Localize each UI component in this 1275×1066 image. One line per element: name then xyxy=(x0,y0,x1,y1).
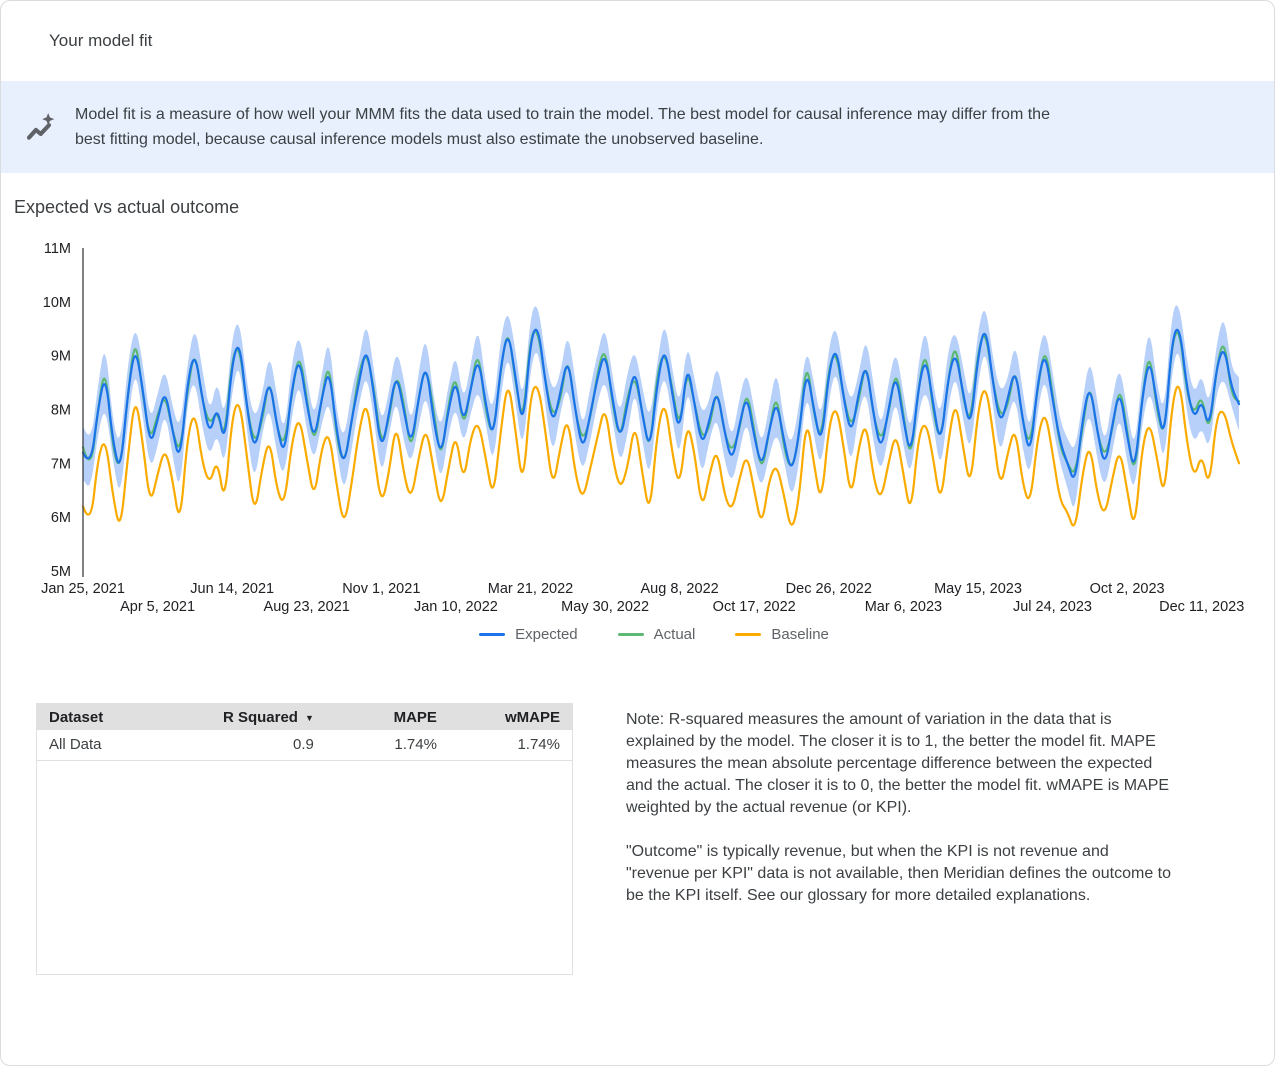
legend-item-expected: Expected xyxy=(479,626,578,643)
svg-text:Nov 1, 2021: Nov 1, 2021 xyxy=(342,581,420,597)
banner-text: Model fit is a measure of how well your … xyxy=(75,102,1050,152)
svg-text:5M: 5M xyxy=(51,564,71,580)
card-header: Your model fit xyxy=(1,1,1274,81)
insights-icon xyxy=(25,111,57,143)
chart-section: Expected vs actual outcome 11M 10M 9M 8M 7M 6… xyxy=(1,197,1274,643)
banner-line-2: best fitting model, because causal infer… xyxy=(75,131,764,148)
legend-label-expected: Expected xyxy=(515,626,578,643)
svg-text:Jan 25, 2021: Jan 25, 2021 xyxy=(41,581,125,597)
expected-line-swatch-icon xyxy=(479,632,506,637)
svg-text:Mar 21, 2022: Mar 21, 2022 xyxy=(488,581,573,597)
cell-mape: 1.74% xyxy=(325,730,449,761)
svg-text:8M: 8M xyxy=(51,403,71,419)
note-text: Note: R-squared measures the amount of v… xyxy=(626,703,1174,975)
column-header-r-squared[interactable]: R Squared ▼ xyxy=(186,704,326,730)
svg-text:Oct 17, 2022: Oct 17, 2022 xyxy=(713,599,796,615)
column-header-dataset[interactable]: Dataset xyxy=(37,704,187,730)
model-fit-chart: 11M 10M 9M 8M 7M 6M 5M Jan 25, 2021 Apr 5, 2021 J… xyxy=(14,238,1274,622)
cell-dataset: All Data xyxy=(37,730,187,761)
table-row: All Data 0.9 1.74% 1.74% xyxy=(37,730,572,761)
actual-line-swatch-icon xyxy=(617,632,644,637)
banner-line-1: Model fit is a measure of how well your … xyxy=(75,106,1050,123)
svg-text:May 30, 2022: May 30, 2022 xyxy=(561,599,649,615)
legend-label-actual: Actual xyxy=(653,626,696,643)
svg-text:May 15, 2023: May 15, 2023 xyxy=(934,581,1022,597)
baseline-line-swatch-icon xyxy=(735,632,762,637)
svg-text:Apr 5, 2021: Apr 5, 2021 xyxy=(120,599,195,615)
svg-text:9M: 9M xyxy=(51,349,71,365)
legend-item-actual: Actual xyxy=(617,626,696,643)
legend-item-baseline: Baseline xyxy=(735,626,829,643)
model-fit-table: Dataset R Squared ▼ MAPE wMAPE All Data 0… xyxy=(36,703,573,975)
svg-text:Oct 2, 2023: Oct 2, 2023 xyxy=(1090,581,1165,597)
svg-text:Jan 10, 2022: Jan 10, 2022 xyxy=(414,599,498,615)
note-paragraph-2: "Outcome" is typically revenue, but when… xyxy=(626,843,1172,904)
chart-legend: Expected Actual Baseline xyxy=(14,626,1274,643)
cell-wmape: 1.74% xyxy=(448,730,572,761)
cell-r-squared: 0.9 xyxy=(186,730,326,761)
chart-title: Expected vs actual outcome xyxy=(14,197,240,217)
svg-text:Mar 6, 2023: Mar 6, 2023 xyxy=(865,599,942,615)
sort-desc-icon[interactable]: ▼ xyxy=(304,712,314,723)
column-header-mape[interactable]: MAPE xyxy=(325,704,449,730)
svg-text:11M: 11M xyxy=(44,241,71,257)
svg-text:Dec 26, 2022: Dec 26, 2022 xyxy=(786,581,872,597)
page-title: Your model fit xyxy=(49,31,153,50)
svg-text:7M: 7M xyxy=(51,456,71,472)
bottom-section: Dataset R Squared ▼ MAPE wMAPE All Data 0… xyxy=(1,703,1274,975)
table-header-row: Dataset R Squared ▼ MAPE wMAPE xyxy=(37,704,572,730)
svg-text:6M: 6M xyxy=(51,510,71,526)
svg-text:Aug 23, 2021: Aug 23, 2021 xyxy=(264,599,350,615)
svg-text:Aug 8, 2022: Aug 8, 2022 xyxy=(640,581,718,597)
column-header-wmape[interactable]: wMAPE xyxy=(448,704,572,730)
svg-text:Dec 11, 2023: Dec 11, 2023 xyxy=(1159,599,1244,615)
svg-text:10M: 10M xyxy=(43,295,71,311)
svg-text:Jun 14, 2021: Jun 14, 2021 xyxy=(190,581,274,597)
legend-label-baseline: Baseline xyxy=(771,626,829,643)
note-paragraph-1: Note: R-squared measures the amount of v… xyxy=(626,711,1170,816)
info-banner: Model fit is a measure of how well your … xyxy=(1,81,1274,173)
svg-text:Jul 24, 2023: Jul 24, 2023 xyxy=(1013,599,1092,615)
